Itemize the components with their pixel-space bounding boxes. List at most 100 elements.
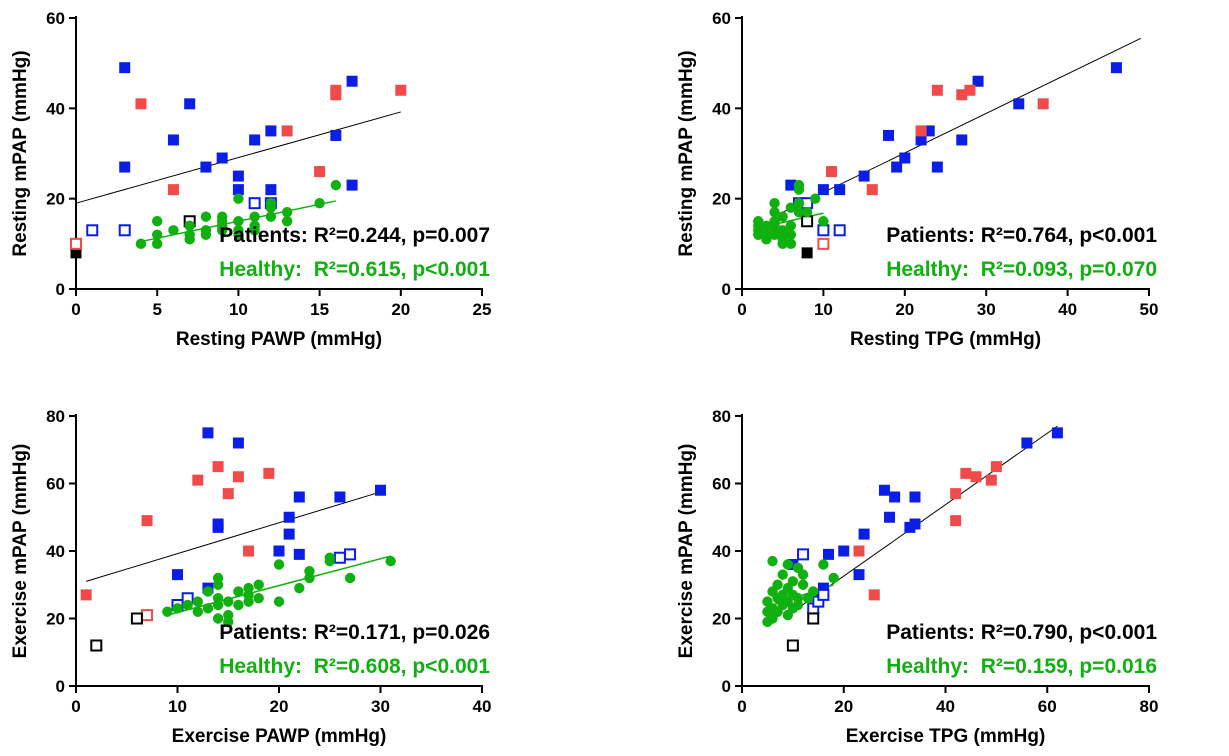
data-point-patient-open xyxy=(248,197,261,210)
y-tick-label: 60 xyxy=(46,9,65,28)
y-tick-label: 0 xyxy=(56,280,65,299)
data-point-healthy xyxy=(192,596,203,607)
data-point-patient xyxy=(80,589,92,601)
data-point-patient-open xyxy=(90,639,103,652)
data-point-healthy xyxy=(785,202,797,213)
data-point-patient xyxy=(346,75,358,87)
y-tick-label: 20 xyxy=(46,190,65,209)
data-point-patient xyxy=(265,125,277,137)
data-point-patient xyxy=(878,484,890,496)
data-point-healthy xyxy=(769,229,780,240)
data-point-patient xyxy=(167,134,179,146)
data-point-patient xyxy=(281,125,293,137)
data-point-patient xyxy=(212,461,224,473)
x-tick-label: 10 xyxy=(168,697,187,716)
data-point-patient xyxy=(1021,437,1033,449)
data-point-healthy xyxy=(152,238,163,250)
data-point-patient xyxy=(931,161,943,173)
x-tick-label: 25 xyxy=(473,300,492,319)
data-point-patient xyxy=(822,548,834,560)
patients-stats-annotation: Patients: R²=0.171, p=0.026 xyxy=(219,621,490,644)
data-point-healthy xyxy=(233,586,244,597)
data-point-healthy xyxy=(192,606,203,617)
data-point-patient xyxy=(395,84,407,96)
data-point-healthy xyxy=(249,220,260,231)
data-point-patient xyxy=(909,518,921,530)
data-point-patient xyxy=(817,184,829,196)
data-point-patient xyxy=(891,161,903,173)
data-point-patient-open xyxy=(801,215,814,228)
healthy-stats-annotation: Healthy: R²=0.615, p<0.001 xyxy=(219,258,490,281)
data-point-healthy xyxy=(273,596,285,607)
data-point-healthy xyxy=(314,197,325,209)
y-tick-label: 0 xyxy=(56,677,65,696)
x-tick-label: 0 xyxy=(737,697,746,716)
data-point-healthy xyxy=(793,179,805,191)
data-point-patient xyxy=(970,471,982,483)
x-tick-label: 40 xyxy=(1058,300,1077,319)
data-point-healthy xyxy=(769,197,780,209)
data-point-patient xyxy=(915,134,927,146)
data-point-patient xyxy=(375,484,386,496)
data-point-healthy xyxy=(233,216,244,227)
data-point-healthy xyxy=(767,555,778,567)
data-point-healthy xyxy=(761,234,772,245)
data-point-patient xyxy=(1013,98,1025,110)
data-point-patient-open xyxy=(86,224,99,237)
data-point-patient xyxy=(232,471,244,483)
data-point-healthy xyxy=(777,211,788,222)
data-point-patient-open xyxy=(141,609,154,622)
x-tick-label: 0 xyxy=(737,300,746,319)
x-tick-label: 40 xyxy=(473,697,492,716)
x-tick-label: 30 xyxy=(371,697,390,716)
data-point-healthy xyxy=(828,572,839,584)
data-point-healthy xyxy=(200,225,212,236)
data-point-patient xyxy=(899,152,911,164)
y-axis-title: Exercise mPAP (mmHg) xyxy=(676,444,697,659)
x-axis-title: Resting PAWP (mmHg) xyxy=(176,329,382,350)
regression-line xyxy=(782,37,1142,213)
data-point-patient xyxy=(200,161,212,173)
data-point-healthy xyxy=(281,216,293,227)
data-point-healthy xyxy=(233,225,244,236)
data-point-patient xyxy=(950,515,962,527)
data-point-healthy xyxy=(223,596,234,607)
data-point-healthy xyxy=(200,211,212,222)
x-tick-label: 20 xyxy=(270,697,289,716)
data-point-patient xyxy=(985,474,997,486)
data-point-patient xyxy=(334,491,346,503)
data-point-healthy xyxy=(184,229,195,240)
data-point-patient xyxy=(817,582,829,594)
data-point-healthy xyxy=(152,229,163,240)
data-point-healthy xyxy=(769,207,780,218)
x-tick-label: 10 xyxy=(814,300,833,319)
x-tick-label: 60 xyxy=(1038,697,1057,716)
data-point-healthy xyxy=(808,586,819,597)
y-tick-label: 60 xyxy=(46,475,65,494)
data-point-patient xyxy=(232,170,244,182)
data-point-healthy xyxy=(792,593,804,604)
data-point-healthy xyxy=(777,569,788,580)
data-point-patient xyxy=(956,134,968,146)
data-point-healthy xyxy=(324,552,335,563)
data-point-healthy xyxy=(801,207,813,218)
data-point-patient xyxy=(853,569,865,581)
data-point-healthy xyxy=(785,220,797,231)
y-tick-label: 80 xyxy=(712,407,731,426)
panel-exercise-pawp: 0 20 40 60 80 0 10 20 30 40 Exercise PAWP (mmHg) Ex… xyxy=(10,407,491,747)
data-point-patient-open xyxy=(817,237,830,250)
healthy-stats-annotation: Healthy: R²=0.093, p=0.070 xyxy=(886,258,1157,281)
data-point-patient xyxy=(212,521,224,533)
data-point-patient xyxy=(346,179,358,191)
data-point-healthy xyxy=(772,579,783,590)
regression-line xyxy=(75,111,401,204)
panel-resting-tpg: 0 20 40 60 0 10 20 30 40 50 Resting TPG (mmHg) Rest… xyxy=(676,9,1158,350)
data-point-patient xyxy=(232,437,244,449)
data-point-patient xyxy=(990,461,1002,473)
data-point-patient xyxy=(889,491,901,503)
data-point-patient xyxy=(931,84,943,96)
data-point-patient xyxy=(232,184,244,196)
data-point-healthy xyxy=(243,582,254,594)
regression-line xyxy=(792,425,1058,613)
